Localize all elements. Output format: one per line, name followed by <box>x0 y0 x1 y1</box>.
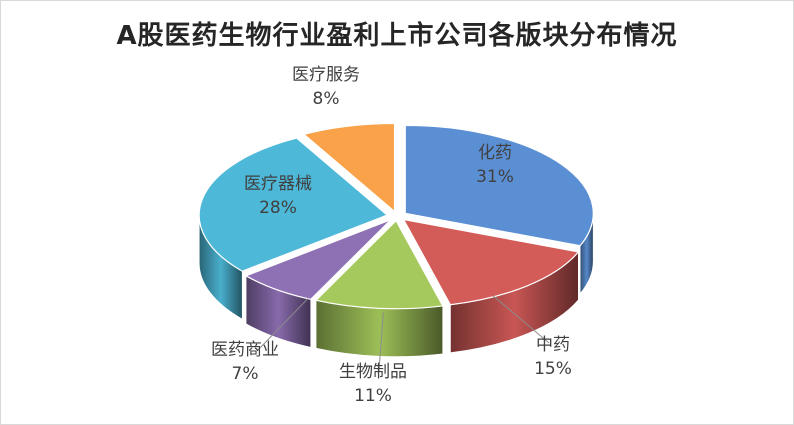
slice-percent-label: 8% <box>313 89 340 109</box>
slice-name-label: 中药 <box>536 335 570 355</box>
slice-name-label: 医疗器械 <box>244 174 312 194</box>
slice-percent-label: 7% <box>232 364 259 384</box>
pie-slice <box>402 218 580 306</box>
slice-percent-label: 28% <box>259 198 297 218</box>
leader-line <box>378 312 384 372</box>
slice-percent-label: 11% <box>354 386 392 406</box>
leader-line <box>492 295 550 344</box>
pie-slice <box>302 122 396 213</box>
leader-line <box>256 298 309 352</box>
slice-name-label: 医药商业 <box>211 340 279 360</box>
pie-slice <box>404 124 594 247</box>
pie-slice <box>198 137 389 272</box>
slice-name-label: 生物制品 <box>339 362 407 382</box>
pie-slice <box>314 219 444 310</box>
slice-name-label: 化药 <box>478 143 512 163</box>
slice-percent-label: 31% <box>476 167 514 187</box>
slice-name-label: 医疗服务 <box>292 65 360 85</box>
slice-percent-label: 15% <box>534 359 572 379</box>
pie-slice <box>244 219 392 300</box>
chart-title: A股医药生物行业盈利上市公司各版块分布情况 <box>116 21 678 51</box>
